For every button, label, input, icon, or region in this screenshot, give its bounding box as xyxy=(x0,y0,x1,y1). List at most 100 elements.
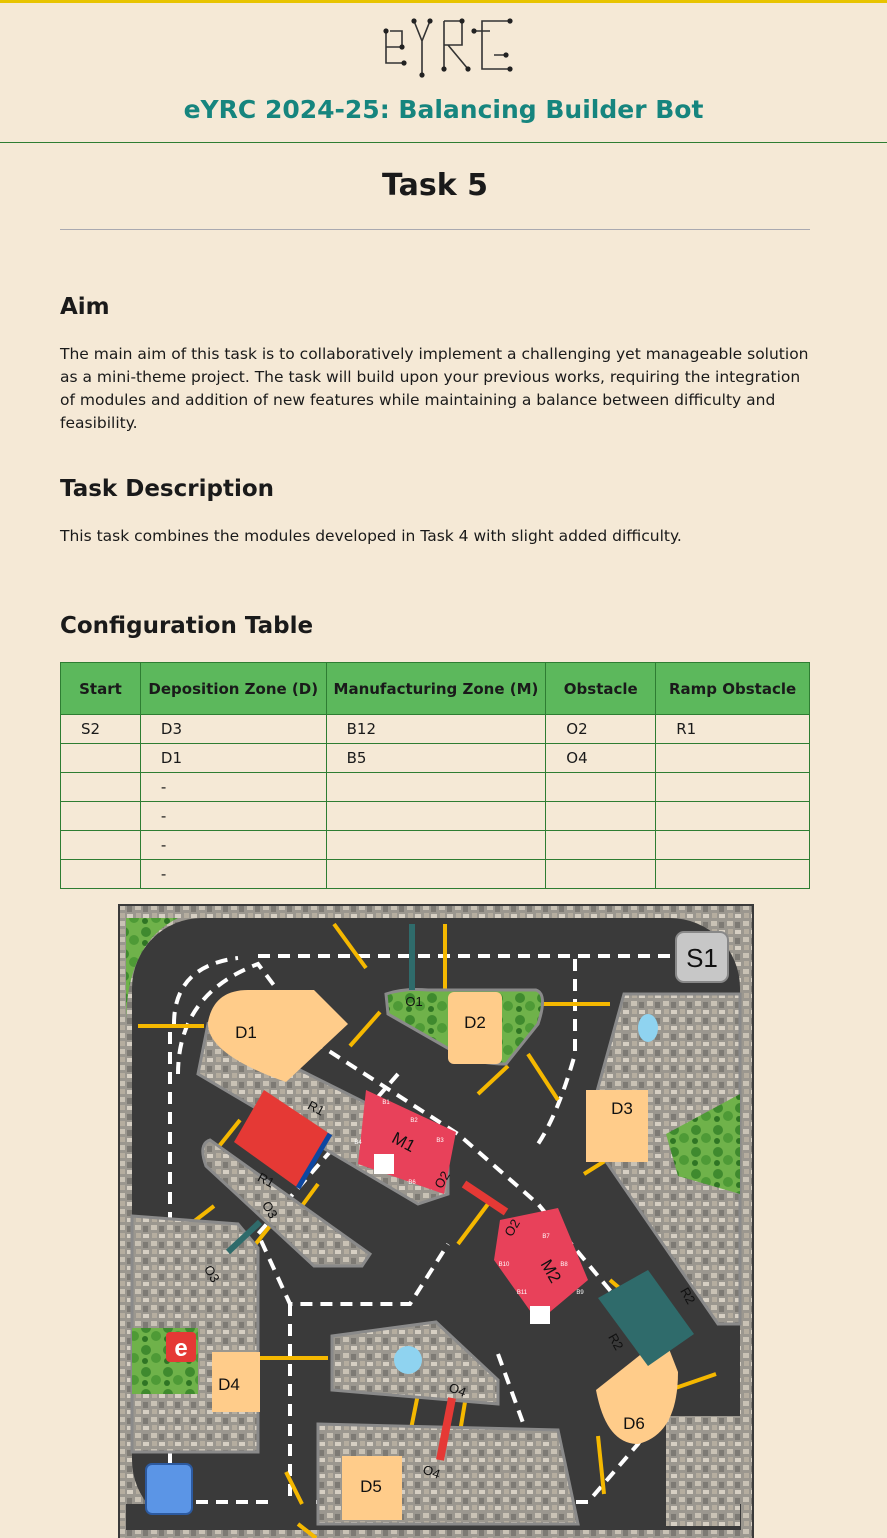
table-cell xyxy=(545,801,657,831)
table-cell xyxy=(60,859,141,889)
label-b3: B3 xyxy=(436,1138,444,1144)
column-header-ramp-obstacle: Ramp Obstacle xyxy=(655,662,810,715)
table-cell: D1 xyxy=(139,743,327,773)
ramp-r2 xyxy=(598,1270,694,1366)
label-r2: R2 xyxy=(677,1285,698,1307)
label-b8: B8 xyxy=(560,1262,568,1268)
zone-d4 xyxy=(212,1352,260,1412)
pond-top xyxy=(638,1014,658,1042)
table-cell: S2 xyxy=(60,714,141,744)
table-cell xyxy=(545,772,657,802)
table-cell xyxy=(60,772,141,802)
eyrc-logo[interactable]: eYRC xyxy=(378,11,523,83)
configuration-table-heading: Configuration Table xyxy=(60,613,314,639)
table-cell xyxy=(60,830,141,860)
column-header-obstacle: Obstacle xyxy=(545,662,657,715)
m2-slot xyxy=(530,1306,550,1324)
park-right xyxy=(666,1094,740,1194)
lane-markings xyxy=(255,959,577,1504)
label-o4: O4 xyxy=(447,1380,468,1400)
label-b9: B9 xyxy=(576,1290,584,1296)
outer-lane-markings xyxy=(168,954,678,1504)
task-description-heading: Task Description xyxy=(60,476,274,502)
table-cell xyxy=(655,859,810,889)
label-o4-alt: O4 xyxy=(421,1462,442,1482)
table-cell xyxy=(325,830,547,860)
label-r1: R1 xyxy=(305,1098,327,1119)
label-b1: B1 xyxy=(382,1100,390,1106)
table-cell: O4 xyxy=(545,743,657,773)
label-d4: D4 xyxy=(218,1375,240,1394)
label-b7: B7 xyxy=(542,1234,550,1240)
table-row: D1 B5 O4 xyxy=(60,743,810,773)
table-row: - xyxy=(60,830,810,860)
label-b4: B4 xyxy=(354,1140,362,1146)
aim-heading: Aim xyxy=(60,294,110,320)
label-b11: B11 xyxy=(517,1290,528,1296)
label-e-logo: e xyxy=(174,1335,187,1362)
ramp-r1 xyxy=(234,1090,330,1188)
start-s1 xyxy=(675,931,729,983)
island-r1 xyxy=(201,1138,373,1268)
table-cell: - xyxy=(139,772,327,802)
ramp-r1-edge xyxy=(295,1132,333,1190)
obstacle-o4 xyxy=(436,1397,456,1461)
task-description-text: This task combines the modules developed… xyxy=(60,527,682,545)
label-r2-alt: R2 xyxy=(605,1331,626,1353)
zone-d3 xyxy=(586,1090,648,1162)
e-logo-icon xyxy=(166,1332,196,1362)
label-o1: O1 xyxy=(405,994,422,1009)
arena-map: S1 e eYRC 2024-25 | Balancing Builder Bo… xyxy=(118,904,754,1538)
title-divider xyxy=(60,229,810,230)
table-cell: B12 xyxy=(325,714,547,744)
pond-center xyxy=(394,1346,422,1374)
configuration-table: Start Deposition Zone (D) Manufacturing … xyxy=(60,662,810,889)
label-b2: B2 xyxy=(410,1118,418,1124)
table-cell xyxy=(60,743,141,773)
page-title: Task 5 xyxy=(382,168,488,203)
table-cell xyxy=(60,801,141,831)
column-header-deposition-zone: Deposition Zone (D) xyxy=(139,662,327,715)
label-r1-alt: R1 xyxy=(255,1170,277,1191)
m1-slot xyxy=(374,1154,394,1174)
table-cell xyxy=(655,743,810,773)
zone-d6 xyxy=(596,1336,678,1444)
label-d6: D6 xyxy=(623,1414,645,1433)
table-cell: - xyxy=(139,801,327,831)
top-accent-line xyxy=(0,0,887,3)
label-b6: B6 xyxy=(408,1180,416,1186)
obstacle-o3 xyxy=(225,1219,263,1255)
table-cell xyxy=(655,830,810,860)
label-s1: S1 xyxy=(686,943,718,973)
table-cell xyxy=(655,801,810,831)
table-row: S2 D3 B12 O2 R1 xyxy=(60,714,810,744)
column-header-manufacturing-zone: Manufacturing Zone (M) xyxy=(325,662,547,715)
zone-d1 xyxy=(207,990,348,1082)
zone-d5 xyxy=(342,1456,402,1520)
label-d5: D5 xyxy=(360,1477,382,1496)
table-cell xyxy=(325,859,547,889)
site-title[interactable]: eYRC 2024-25: Balancing Builder Bot xyxy=(183,95,704,124)
table-header-row: Start Deposition Zone (D) Manufacturing … xyxy=(60,662,810,715)
zone-d2 xyxy=(448,992,502,1064)
table-cell: B5 xyxy=(325,743,547,773)
table-row: - xyxy=(60,859,810,889)
aim-text: The main aim of this task is to collabor… xyxy=(60,345,809,432)
table-cell: - xyxy=(139,830,327,860)
table-cell xyxy=(545,830,657,860)
table-cell: - xyxy=(139,859,327,889)
table-cell: D3 xyxy=(139,714,327,744)
zone-m2 xyxy=(494,1208,588,1322)
table-cell xyxy=(325,801,547,831)
table-cell: O2 xyxy=(545,714,657,744)
bot-icon xyxy=(145,1463,193,1515)
table-row: - xyxy=(60,801,810,831)
table-cell xyxy=(325,772,547,802)
table-cell xyxy=(545,859,657,889)
column-header-start: Start xyxy=(60,662,141,715)
label-d1: D1 xyxy=(235,1023,257,1042)
site-header: eYRC eYRC 2024-25: Balancing Builder Bot xyxy=(0,3,887,143)
label-d2: D2 xyxy=(464,1013,486,1032)
obstacle-o2 xyxy=(461,1180,509,1216)
label-d3: D3 xyxy=(611,1099,633,1118)
